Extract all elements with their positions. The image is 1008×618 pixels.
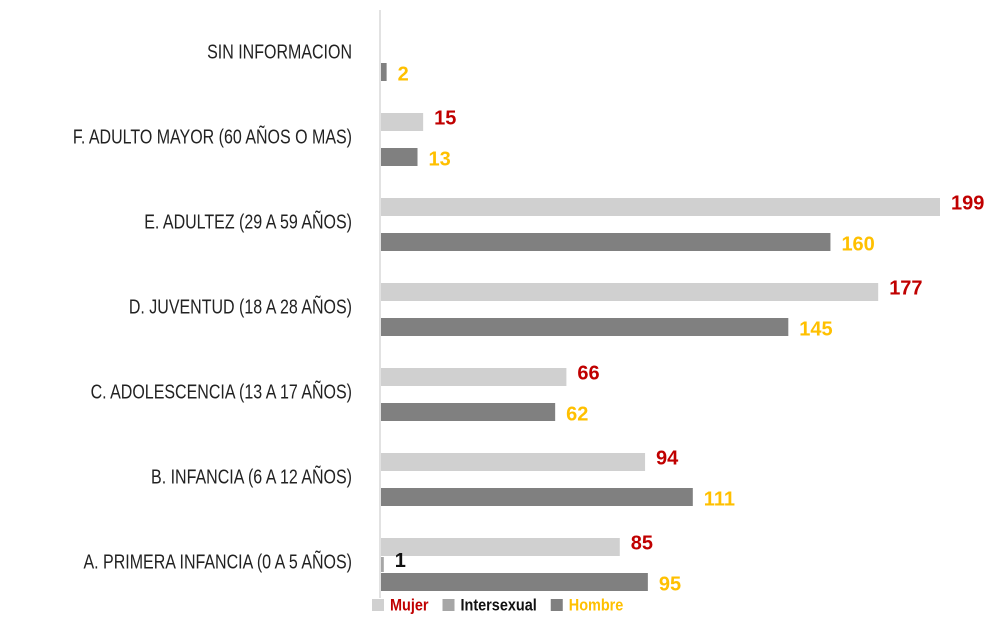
value-label: 95 [659,573,681,595]
category-label: C. ADOLESCENCIA (13 A 17 AÑOS) [91,380,352,403]
bar [381,488,693,506]
value-label: 177 [889,277,922,299]
legend-swatch [442,599,455,611]
bar [381,403,556,421]
value-label: 62 [566,403,588,425]
legend-swatch [550,599,563,611]
category-label: E. ADULTEZ (29 A 59 AÑOS) [144,210,352,233]
category-label: F. ADULTO MAYOR (60 AÑOS O MAS) [73,125,352,148]
bar [381,198,940,216]
value-label: 85 [631,532,653,554]
bar [381,557,384,572]
legend-label: Intersexual [461,596,537,614]
value-label: 13 [429,148,451,170]
legend-label: Hombre [569,596,624,614]
legend-label: Mujer [390,596,429,614]
value-label: 66 [577,362,599,384]
value-label: 15 [434,107,456,129]
bar [381,283,879,301]
bar [381,538,620,556]
bar [381,573,648,591]
bar [381,148,418,166]
bar [381,63,387,81]
value-label: 145 [799,318,832,340]
category-label: A. PRIMERA INFANCIA (0 A 5 AÑOS) [83,550,352,573]
category-label: D. JUVENTUD (18 A 28 AÑOS) [129,295,352,318]
bar [381,318,789,336]
value-label: 199 [951,192,984,214]
value-label: 1 [395,550,406,572]
bar [381,368,567,386]
legend-swatch [372,599,384,611]
bar [381,453,646,471]
category-label: SIN INFORMACION [207,41,352,63]
legend: Mujer Intersexual Hombre [372,596,624,615]
category-label: B. INFANCIA (6 A 12 AÑOS) [151,465,352,488]
value-label: 94 [656,447,679,469]
bar [381,233,831,251]
value-label: 160 [841,233,874,255]
value-label: 111 [704,488,735,510]
bar [381,113,424,131]
value-label: 2 [398,63,409,85]
